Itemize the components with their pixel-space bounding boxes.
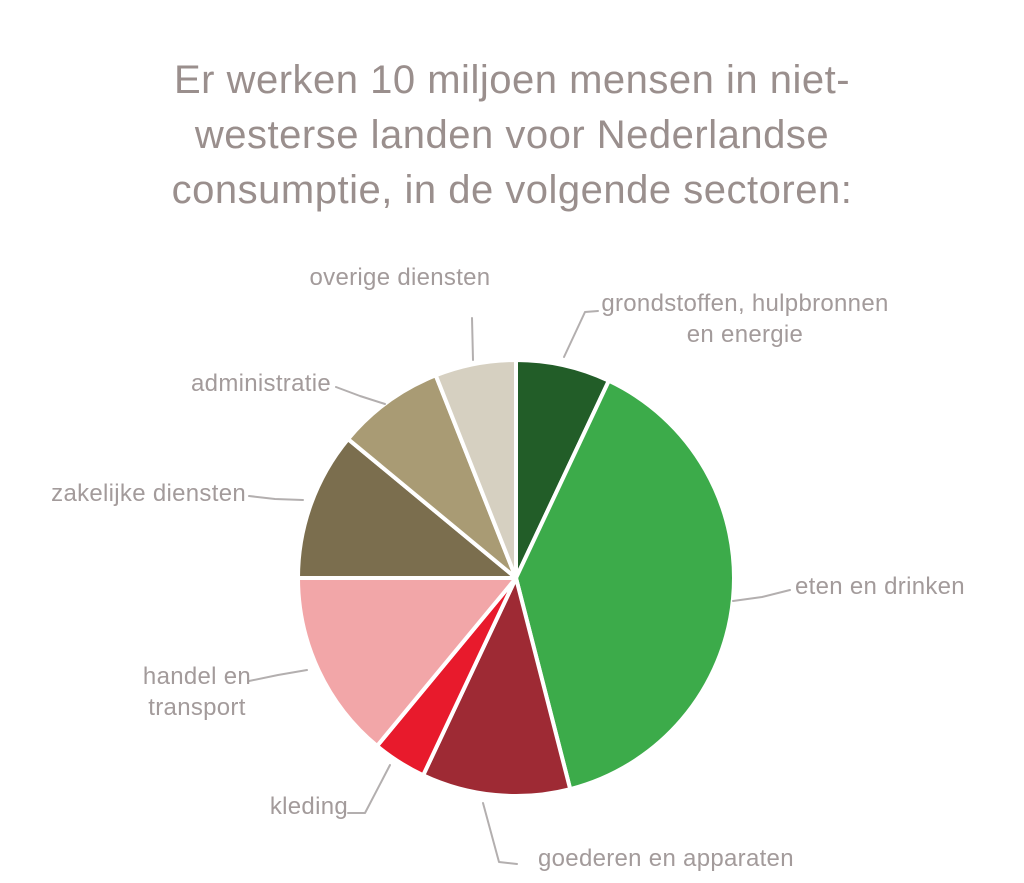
slice-label-handel-en-transport: handel en transport — [142, 663, 252, 721]
slice-label-goederen-en-apparaten: goederen en apparaten — [538, 845, 794, 872]
slice-label-overige-diensten: overige diensten — [309, 264, 491, 291]
slice-label-grondstoffen: grondstoffen, hulpbronnen en energie — [601, 290, 889, 348]
pie-slice-eten-en-drinken — [514, 378, 736, 792]
pie-slice-handel-en-transport — [296, 576, 518, 748]
leader-line-zakelijke-diensten — [248, 495, 304, 501]
chart-title-line-3: consumptie, in de volgende sectoren: — [171, 167, 853, 212]
chart-title-line-2: westerse landen voor Nederlandse — [194, 112, 830, 157]
leader-line-overige-diensten — [471, 317, 474, 361]
leader-line-grondstoffen — [563, 310, 599, 358]
slice-label-eten-en-drinken: eten en drinken — [795, 573, 965, 600]
slice-label-zakelijke-diensten: zakelijke diensten — [51, 480, 246, 507]
leader-line-goederen-en-apparaten — [482, 802, 518, 865]
chart-title: Er werken 10 miljoen mensen in niet- wes… — [0, 53, 1024, 218]
leader-line-handel-en-transport — [248, 669, 308, 682]
pie-slice-administratie — [346, 373, 518, 580]
pie-slice-goederen-en-apparaten — [421, 576, 573, 798]
pie-slices-group — [296, 358, 736, 798]
leader-line-eten-en-drinken — [732, 589, 791, 602]
leader-line-administratie — [335, 386, 386, 405]
slice-label-kleding: kleding — [269, 793, 348, 820]
slice-label-administratie: administratie — [191, 370, 331, 397]
leader-line-kleding — [347, 764, 391, 814]
chart-title-line-1: Er werken 10 miljoen mensen in niet- — [173, 57, 851, 102]
pie-slice-overige-diensten — [433, 358, 518, 580]
pie-slice-zakelijke-diensten — [296, 437, 518, 580]
